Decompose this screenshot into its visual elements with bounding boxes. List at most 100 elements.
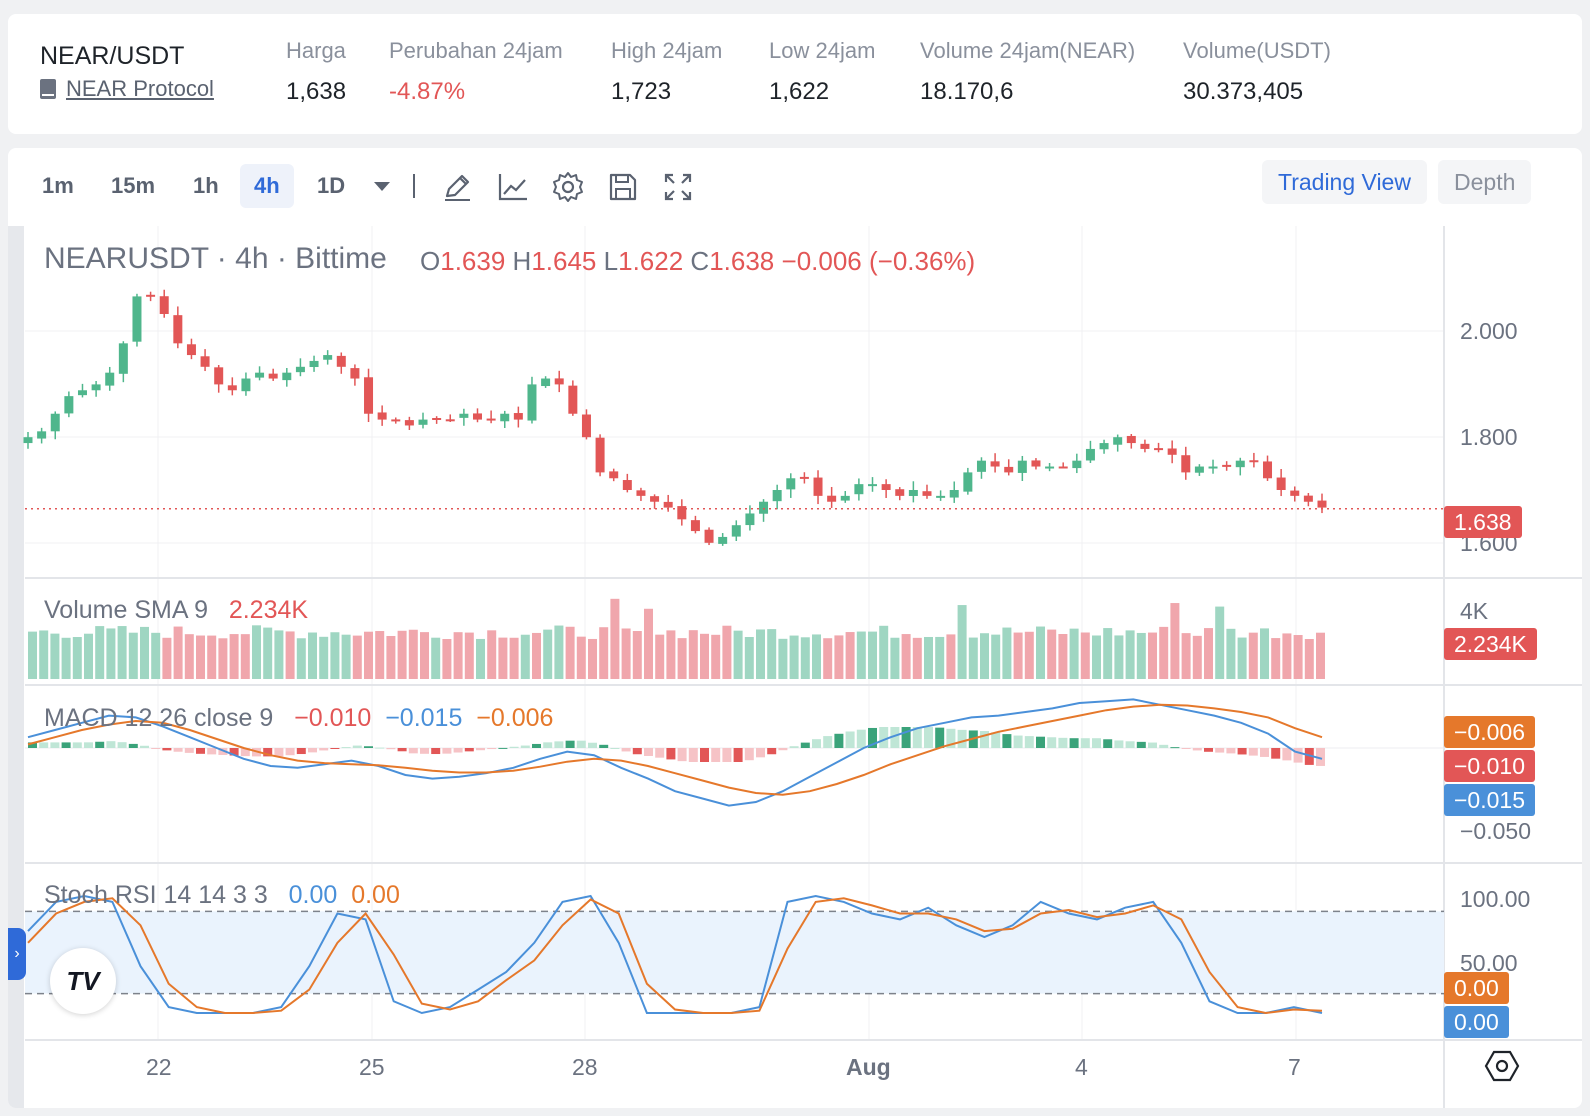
volume-bar: [1013, 632, 1023, 679]
gear-icon[interactable]: [551, 170, 585, 204]
candle-body: [554, 378, 564, 385]
stat-volume-usdt: Volume(USDT) 30.373,405: [1183, 38, 1331, 106]
book-icon: [40, 79, 56, 99]
pencil-icon[interactable]: [440, 170, 474, 204]
volume-bar: [1215, 606, 1225, 679]
volume-value: 2.234K: [228, 596, 309, 624]
volume-bar: [946, 634, 956, 679]
macd-histogram-bar: [319, 748, 329, 751]
volume-bar: [1237, 637, 1247, 679]
macd-histogram-bar: [1304, 748, 1314, 765]
macd-histogram-bar: [61, 742, 71, 748]
candle-body: [1303, 495, 1313, 502]
volume-bar: [151, 632, 161, 679]
macd-histogram-bar: [1114, 740, 1124, 748]
macd-histogram-bar: [554, 741, 564, 748]
stat-value: 1,723: [611, 78, 672, 105]
volume-bar: [352, 635, 362, 679]
macd-histogram-bar: [576, 740, 586, 748]
macd-histogram-bar: [184, 748, 194, 753]
candle-body: [364, 377, 374, 414]
macd-histogram-bar: [1271, 748, 1281, 759]
macd-axis-label: −0.050: [1460, 818, 1531, 844]
volume-bar: [263, 627, 273, 679]
volume-bar: [140, 626, 149, 679]
candle-body: [840, 495, 850, 501]
stat-value: 1,638: [286, 78, 347, 105]
candle-body: [990, 461, 1000, 467]
volume-bar: [711, 634, 721, 679]
candle-body: [936, 495, 946, 498]
volume-bar: [856, 631, 866, 679]
symbol-legend: NEARUSDT · 4h · Bittime: [44, 242, 387, 275]
volume-bar: [789, 635, 799, 679]
volume-bar: [1080, 632, 1090, 679]
chart-settings-icon[interactable]: [1484, 1048, 1520, 1084]
macd-histogram-bar: [364, 746, 373, 748]
fullscreen-icon[interactable]: [661, 170, 695, 204]
line-chart-icon[interactable]: [496, 170, 530, 204]
volume-bar: [431, 637, 441, 679]
stat-label: Low 24jam: [769, 38, 876, 63]
candle-body: [650, 496, 660, 502]
macd-histogram-bar: [924, 727, 933, 748]
timeframe-1d[interactable]: 1D: [317, 173, 346, 198]
candle-body: [922, 491, 932, 496]
macd-title: MACD 12 26 close 9: [44, 704, 274, 732]
volume-bar: [879, 625, 889, 679]
macd-histogram-bar: [263, 748, 273, 757]
macd-histogram-bar: [980, 731, 989, 748]
macd-histogram-bar: [733, 748, 743, 762]
protocol-label: NEAR Protocol: [66, 76, 214, 101]
candle-body: [690, 520, 700, 532]
save-icon[interactable]: [606, 170, 640, 204]
macd-histogram-bar: [1282, 748, 1292, 761]
chevron-right-icon[interactable]: ›: [8, 928, 26, 980]
volume-bar: [50, 633, 60, 679]
stat-change: Perubahan 24jam -4.87%: [389, 38, 563, 106]
timeframe-1m[interactable]: 1m: [42, 173, 74, 198]
protocol-link[interactable]: NEAR Protocol: [40, 76, 214, 102]
macd-histogram-bar: [420, 748, 429, 754]
macd-histogram-bar: [1204, 748, 1213, 752]
volume-bar: [543, 629, 553, 679]
candle-body: [1072, 460, 1082, 469]
candle-body: [77, 390, 87, 396]
volume-bar: [375, 631, 385, 679]
candle-body: [827, 495, 837, 502]
macd-histogram-bar: [1192, 748, 1202, 751]
time-axis-label: 28: [572, 1054, 598, 1080]
depth-tab[interactable]: Depth: [1438, 160, 1532, 204]
trading-view-tab[interactable]: Trading View: [1262, 160, 1427, 204]
candle-body: [214, 367, 224, 385]
macd-histogram-bar: [912, 727, 922, 748]
volume-bar: [162, 637, 172, 679]
volume-bar: [1114, 635, 1124, 679]
volume-bar: [397, 630, 407, 679]
volume-legend: Volume SMA 9 2.234K: [44, 596, 308, 625]
candle-body: [472, 413, 482, 420]
volume-bar: [599, 627, 609, 679]
chevron-down-icon[interactable]: [374, 182, 390, 191]
timeframe-15m[interactable]: 15m: [111, 173, 156, 198]
timeframe-4h[interactable]: 4h: [240, 164, 294, 208]
volume-bar: [565, 626, 575, 679]
candle-body: [1140, 443, 1150, 449]
macd-histogram-bar: [1058, 737, 1068, 748]
candle-body: [486, 418, 496, 421]
volume-bar: [778, 638, 788, 679]
stat-volume-near: Volume 24jam(NEAR) 18.170,6: [920, 38, 1135, 106]
macd-histogram-bar: [621, 748, 631, 752]
stat-label: Perubahan 24jam: [389, 38, 563, 63]
candle-body: [323, 355, 333, 360]
candle-body: [636, 490, 646, 496]
stoch-title: Stoch RSI 14 14 3 3: [44, 881, 268, 909]
candle-body: [418, 419, 428, 425]
macd-histogram-bar: [856, 729, 866, 748]
candle-body: [241, 378, 251, 392]
timeframe-1h[interactable]: 1h: [193, 173, 219, 198]
chart-canvas[interactable]: [8, 148, 1582, 1108]
candle-body: [568, 385, 578, 414]
volume-bar: [1316, 632, 1325, 679]
candle-body: [663, 501, 673, 508]
